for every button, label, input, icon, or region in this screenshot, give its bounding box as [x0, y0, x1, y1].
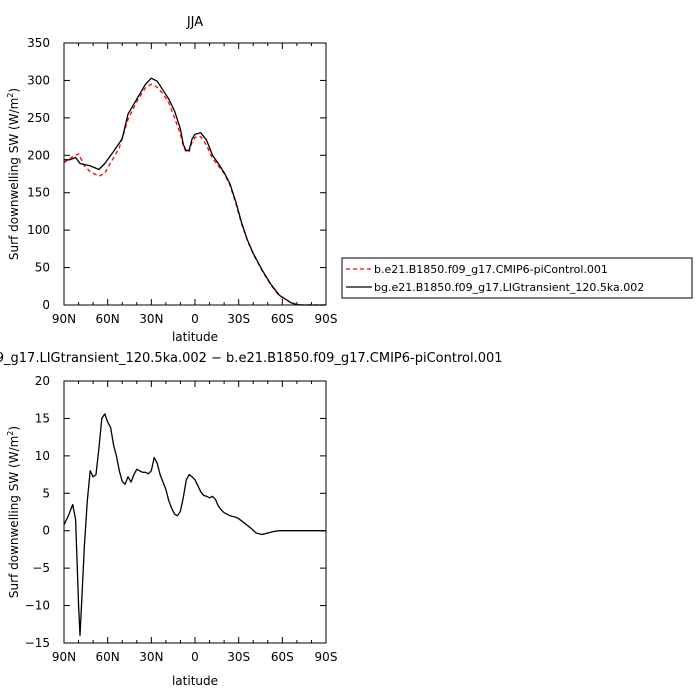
top-x-tick-label: 30S	[227, 312, 250, 326]
bottom-plot-frame	[63, 380, 327, 644]
bottom-series-line-0	[63, 413, 326, 637]
bottom-x-tick-label: 0	[191, 650, 199, 664]
top-x-tick-label: 90S	[315, 312, 338, 326]
top-x-tick-label: 60S	[271, 312, 294, 326]
bottom-y-tick-label: 20	[35, 374, 50, 388]
bottom-chart-title: bg.e21.B1850.f09_g17.LIGtransient_120.5k…	[0, 351, 503, 366]
bottom-x-tick-label: 90N	[52, 650, 76, 664]
bottom-y-tick-label: −10	[25, 599, 50, 613]
top-y-axis-label-superscript: 2	[6, 93, 15, 98]
bottom-y-tick-label: 10	[35, 449, 50, 463]
top-y-tick-label: 50	[35, 261, 50, 275]
top-x-axis-label: latitude	[172, 330, 218, 344]
top-y-axis-label-main: Surf downwelling SW (W/m	[7, 98, 21, 260]
top-series-line-0	[63, 83, 326, 306]
bottom-x-tick-label: 30N	[139, 650, 163, 664]
bottom-y-tick-label: −15	[25, 636, 50, 650]
bottom-x-tick-label: 90S	[315, 650, 338, 664]
top-plot-area: 90N 60N 30N 0 30S 60S 90S 0 50 100 150 200 250 300 350	[27, 36, 337, 326]
bottom-y-tick-label: −5	[32, 561, 50, 575]
top-series-line-1	[64, 77, 326, 306]
bottom-y-axis-label-superscript: 2	[6, 431, 15, 436]
bottom-y-axis-label: Surf downwelling SW (W/m2)	[6, 426, 21, 598]
bottom-y-tick-label: 15	[35, 411, 50, 425]
top-y-tick-label: 100	[27, 223, 50, 237]
top-panel: JJA 90N 60N 30N 0 30S 60S 90S 0 50 100 150 200 250 30…	[6, 15, 337, 344]
bottom-y-tick-label: 0	[42, 524, 50, 538]
top-chart-title: JJA	[186, 15, 203, 30]
bottom-x-tick-label: 60S	[271, 650, 294, 664]
legend-label-piControl: b.e21.B1850.f09_g17.CMIP6-piControl.001	[374, 263, 608, 276]
top-x-tick-label: 60N	[96, 312, 120, 326]
top-y-tick-label: 200	[27, 148, 50, 162]
bottom-panel: bg.e21.B1850.f09_g17.LIGtransient_120.5k…	[0, 351, 503, 688]
top-y-tick-label: 250	[27, 111, 50, 125]
top-x-tick-label: 0	[191, 312, 199, 326]
top-y-tick-label: 350	[27, 36, 50, 50]
top-y-tick-label: 300	[27, 73, 50, 87]
top-x-tick-label: 90N	[52, 312, 76, 326]
bottom-x-axis-label: latitude	[172, 674, 218, 688]
top-y-tick-label: 150	[27, 186, 50, 200]
bottom-x-tick-label: 60N	[96, 650, 120, 664]
legend-label-LIGtransient: bg.e21.B1850.f09_g17.LIGtransient_120.5k…	[374, 281, 644, 294]
top-y-tick-label: 0	[42, 298, 50, 312]
top-x-tick-label: 30N	[139, 312, 163, 326]
legend: b.e21.B1850.f09_g17.CMIP6-piControl.001 …	[341, 257, 693, 299]
top-y-axis-label-tail: )	[7, 88, 21, 93]
bottom-y-axis-label-tail: )	[7, 426, 21, 431]
legend-box	[341, 257, 693, 299]
bottom-y-tick-label: 5	[42, 486, 50, 500]
bottom-plot-area: 90N 60N 30N 0 30S 60S 90S −15 −10 −5 0 5 10 15 20	[25, 374, 338, 664]
top-y-axis-label: Surf downwelling SW (W/m2)	[6, 88, 21, 260]
bottom-x-tick-label: 30S	[227, 650, 250, 664]
top-plot-frame	[63, 42, 327, 306]
bottom-y-axis-label-main: Surf downwelling SW (W/m	[7, 436, 21, 598]
